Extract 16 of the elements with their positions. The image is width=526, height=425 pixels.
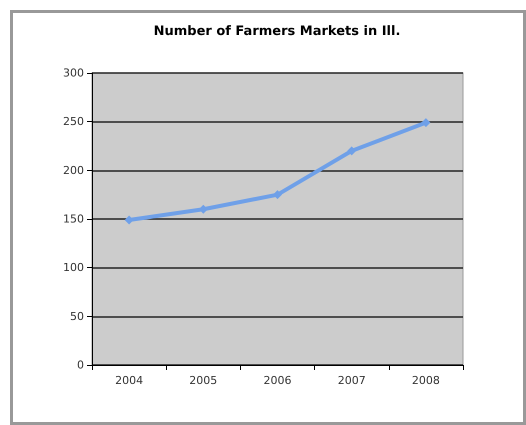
x-tick-label: 2004 <box>115 374 144 387</box>
point <box>421 118 430 128</box>
point <box>347 146 356 156</box>
y-tick-label: 200 <box>63 164 84 177</box>
y-tick-label: 50 <box>70 310 84 323</box>
x-tick-label: 2007 <box>338 374 366 387</box>
x-tick-label: 2008 <box>412 374 440 387</box>
chart-title: Number of Farmers Markets in Ill. <box>154 24 400 39</box>
y-tick-label: 150 <box>63 212 84 226</box>
x-tick-label: 2005 <box>189 374 218 387</box>
x-tick-label: 2006 <box>264 374 292 387</box>
y-tick-label: 0 <box>77 358 84 372</box>
y-tick-label: 300 <box>63 66 84 80</box>
point <box>273 190 282 200</box>
y-tick-label: 100 <box>63 261 84 274</box>
y-tick-label: 250 <box>63 115 84 128</box>
